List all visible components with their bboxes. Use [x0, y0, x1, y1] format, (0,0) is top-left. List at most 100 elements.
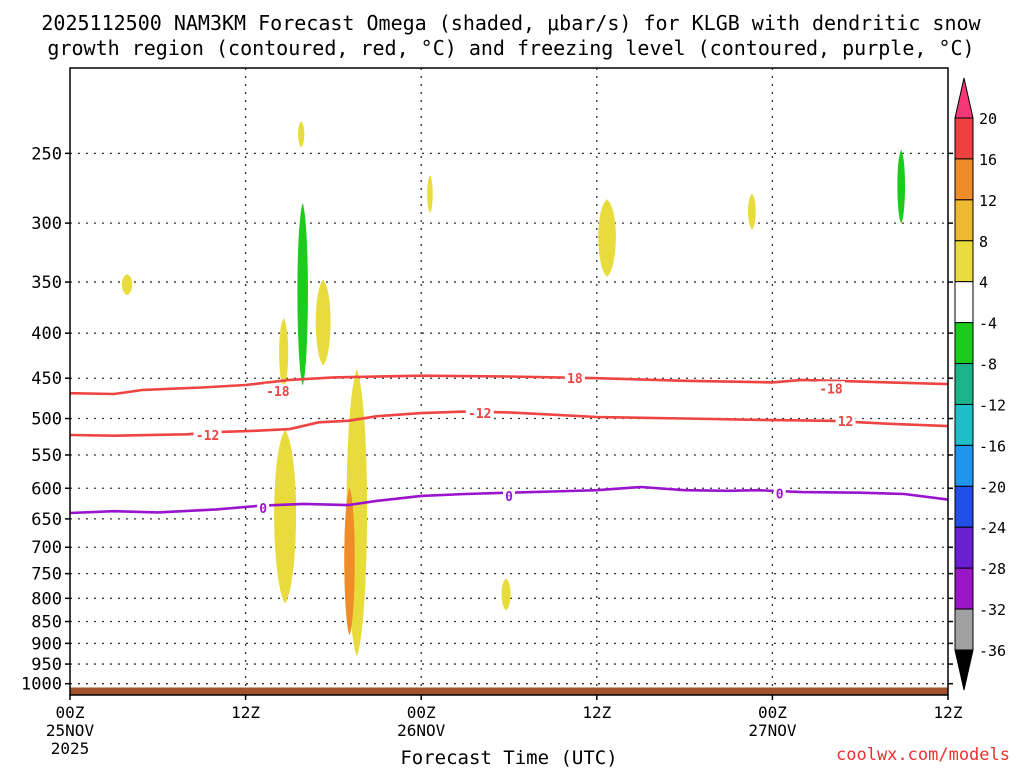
contour-labels: -18 18 -18 -12 -12 12 0 0 0	[193, 371, 856, 517]
y-tick-label: 750	[31, 565, 62, 585]
omega-area-1	[121, 274, 133, 296]
contour-label-bg	[503, 488, 515, 503]
terrain-fill	[70, 687, 948, 695]
colorbar-label: -4	[979, 315, 997, 333]
colorbar-box	[954, 526, 974, 569]
y-tick-label: 650	[31, 510, 62, 530]
omega-area-11	[598, 199, 616, 277]
contour-label: -12	[196, 429, 219, 444]
x-tick-label: 12Z	[231, 703, 260, 722]
omega-area-12	[748, 193, 756, 230]
colorbar-label: -12	[979, 396, 1006, 414]
contour-label: -12	[468, 407, 491, 422]
colorbar-label: 16	[979, 151, 997, 169]
colorbar-label: 8	[979, 233, 988, 251]
chart-title-line2: growth region (contoured, red, °C) and f…	[47, 36, 974, 60]
contour-label: -18	[819, 382, 843, 397]
contour-label: 18	[567, 372, 583, 387]
colorbar-label: -8	[979, 356, 997, 374]
colorbar-box	[954, 444, 974, 487]
contour-label-bg	[564, 371, 585, 386]
x-tick-label: 00Z	[56, 703, 85, 722]
omega-area-7	[344, 487, 355, 636]
omega-area-5	[297, 202, 308, 386]
watermark: coolwx.com/models	[836, 745, 1010, 765]
colorbar-label: -24	[979, 519, 1006, 537]
y-tick-label: 550	[31, 446, 62, 466]
plot-frame	[69, 67, 949, 696]
omega-area-4	[315, 279, 331, 366]
contour-label-bg	[835, 413, 856, 428]
y-tick-label: 350	[31, 273, 62, 293]
x-tick-date: 25NOV	[46, 721, 95, 740]
contour-label: 12	[838, 415, 854, 430]
y-tick-label: 800	[31, 589, 62, 609]
y-tick-label: 700	[31, 538, 62, 558]
x-tick-year: 2025	[51, 739, 90, 758]
x-axis-title: Forecast Time (UTC)	[400, 747, 617, 768]
y-tick-label: 500	[31, 410, 62, 430]
colorbar-box	[954, 608, 974, 651]
colorbar-box	[954, 281, 974, 324]
colorbar-box	[954, 403, 974, 446]
terrain-band	[70, 687, 948, 695]
x-tick-label: 12Z	[934, 703, 963, 722]
contour-line-1	[69, 374, 949, 396]
omega-area-3	[279, 318, 289, 389]
colorbar-top-arrow	[954, 77, 974, 119]
x-tick-label: 00Z	[758, 703, 787, 722]
omega-area-8	[274, 429, 297, 604]
colorbar-label: 4	[979, 274, 988, 292]
omega-area-9	[427, 175, 433, 214]
colorbar-box	[954, 322, 974, 365]
colorbar-label: -28	[979, 560, 1006, 578]
y-tick-label: 300	[31, 214, 62, 234]
y-tick-label: 1000	[21, 675, 62, 695]
y-tick-label: 950	[31, 655, 62, 675]
colorbar-label: 20	[979, 110, 997, 128]
colorbar-box	[954, 363, 974, 405]
x-tick-date: 26NOV	[397, 721, 446, 740]
chart-title-line1: 2025112500 NAM3KM Forecast Omega (shaded…	[41, 11, 981, 35]
pressure-axis: 2503003504004505005506006507007508008509…	[21, 144, 953, 695]
contour-label: 0	[776, 487, 784, 502]
omega-shading	[121, 121, 905, 657]
colorbar-box	[954, 158, 974, 201]
colorbar-label: 12	[979, 192, 997, 210]
contour-label-bg	[773, 486, 786, 501]
omega-area-2	[298, 121, 305, 148]
colorbar: 20 16 12 8 4 -4 -8 -12 -16 -20 -24 -28 -32 -36	[954, 77, 1006, 691]
contour-label: 0	[259, 502, 267, 517]
y-tick-label: 250	[31, 144, 62, 164]
omega-area-13	[897, 149, 905, 224]
plot-border	[69, 67, 949, 696]
y-tick-label: 900	[31, 634, 62, 654]
colorbar-label: -16	[979, 437, 1006, 455]
colorbar-box	[954, 117, 974, 160]
contour-label: -18	[266, 385, 290, 400]
colorbar-box	[954, 240, 974, 283]
omega-area-10	[501, 578, 511, 611]
x-tick-date: 27NOV	[748, 721, 797, 740]
colorbar-label: -20	[979, 478, 1006, 496]
x-tick-label: 12Z	[582, 703, 611, 722]
y-tick-label: 450	[31, 369, 62, 389]
colorbar-bottom-arrow	[954, 649, 974, 691]
x-tick-label: 00Z	[407, 703, 436, 722]
colorbar-box	[954, 567, 974, 610]
y-tick-label: 600	[31, 479, 62, 499]
y-tick-label: 400	[31, 324, 62, 344]
y-tick-label: 850	[31, 613, 62, 633]
contour-label-bg	[193, 428, 222, 443]
contour-label-bg	[465, 406, 494, 421]
colorbar-label: -32	[979, 601, 1006, 619]
contour-label-bg	[257, 501, 270, 516]
contour-label: 0	[505, 490, 513, 505]
colorbar-box	[954, 485, 974, 528]
contour-label-bg	[263, 383, 292, 398]
colorbar-label: -36	[979, 642, 1006, 660]
colorbar-box	[954, 199, 974, 242]
contour-label-bg	[816, 381, 845, 396]
